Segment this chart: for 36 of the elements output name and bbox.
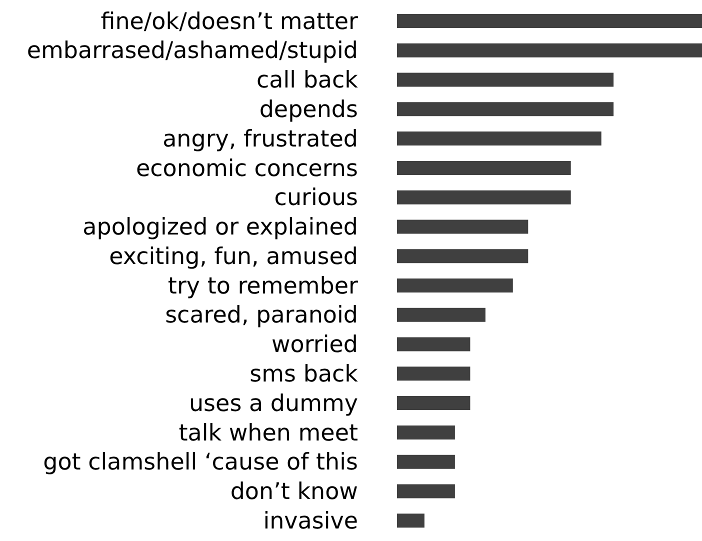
- y-tick-label: economic concerns: [136, 156, 358, 182]
- bar: [397, 337, 470, 352]
- bar: [397, 425, 455, 440]
- y-tick-label: sms back: [250, 362, 359, 388]
- bar: [397, 484, 455, 498]
- y-tick-label: angry, frustrated: [162, 126, 358, 152]
- bar: [397, 190, 571, 204]
- bar: [397, 249, 528, 264]
- bar: [397, 278, 513, 292]
- y-tick-label: depends: [259, 97, 358, 124]
- y-tick-label: got clamshell ‘cause of this: [43, 450, 358, 476]
- bar: [397, 454, 455, 469]
- y-tick-label: exciting, fun, amused: [109, 244, 358, 270]
- bar: [397, 132, 602, 146]
- y-tick-label: talk when meet: [178, 420, 358, 446]
- y-tick-label: don’t know: [230, 479, 358, 506]
- y-tick-label: uses a dummy: [188, 390, 358, 417]
- bar: [397, 160, 571, 175]
- bar: [397, 102, 614, 116]
- y-tick-label: worried: [271, 332, 358, 358]
- y-tick-label: call back: [256, 68, 359, 94]
- bar: [397, 396, 470, 410]
- bar: [397, 72, 614, 87]
- bar: [397, 14, 702, 28]
- y-tick-label: curious: [274, 185, 358, 212]
- y-tick-label: try to remember: [168, 273, 359, 300]
- bar: [397, 308, 486, 322]
- y-tick-label: embarrased/ashamed/stupid: [26, 38, 358, 64]
- bar: [397, 514, 424, 528]
- bar: [397, 220, 528, 234]
- y-tick-label: invasive: [263, 508, 358, 534]
- bar: [397, 43, 702, 58]
- y-tick-label: fine/ok/doesn’t matter: [100, 8, 359, 35]
- bar: [397, 366, 470, 381]
- y-tick-label: scared, paranoid: [165, 302, 358, 329]
- y-tick-label: apologized or explained: [82, 214, 358, 241]
